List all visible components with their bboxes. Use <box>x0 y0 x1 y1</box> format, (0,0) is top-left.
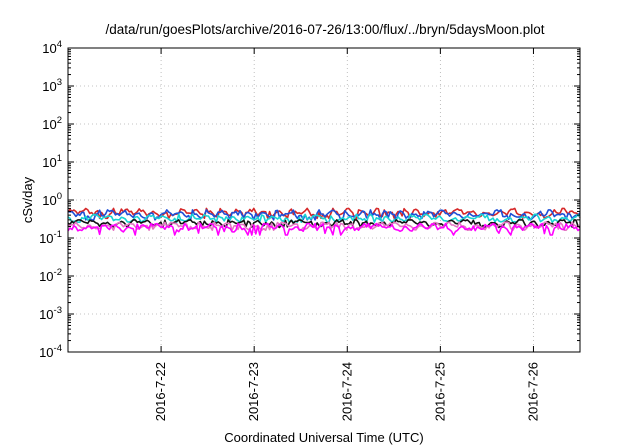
y-tick-base: 10 <box>42 41 56 56</box>
y-tick-exponent: 1 <box>57 153 62 164</box>
series-magenta <box>67 222 581 236</box>
y-tick-exponent: 2 <box>57 115 62 126</box>
y-tick-label-7: 103 <box>42 77 62 94</box>
series-cyan <box>67 213 581 223</box>
y-tick-exponent: 0 <box>57 191 62 202</box>
y-tick-label-6: 102 <box>42 115 62 132</box>
x-axis: 2016-7-22 2016-7-23 2016-7-24 2016-7-25 2016… <box>153 48 540 421</box>
x-tick-label-0: 2016-7-22 <box>153 362 168 421</box>
y-tick-exponent: -1 <box>54 229 62 240</box>
y-axis-label: cSv/day <box>20 176 35 223</box>
y-tick-base: 10 <box>42 117 56 132</box>
y-tick-label-3: 10-1 <box>39 229 62 246</box>
y-tick-base: 10 <box>42 193 56 208</box>
y-tick-exponent: 3 <box>57 77 62 88</box>
x-tick-label-4: 2016-7-26 <box>525 362 540 421</box>
grid <box>68 48 580 352</box>
y-tick-label-0: 10-4 <box>39 343 62 360</box>
y-tick-exponent: -3 <box>54 305 62 316</box>
series-layer <box>67 207 581 236</box>
y-tick-base: 10 <box>39 307 53 322</box>
y-tick-label-4: 100 <box>42 191 62 208</box>
y-tick-exponent: -4 <box>54 343 62 354</box>
y-tick-label-1: 10-3 <box>39 305 62 322</box>
y-tick-base: 10 <box>42 155 56 170</box>
y-tick-base: 10 <box>39 269 53 284</box>
y-tick-label-8: 104 <box>42 39 62 56</box>
x-tick-label-2: 2016-7-24 <box>339 362 354 421</box>
y-tick-base: 10 <box>42 79 56 94</box>
x-tick-label-3: 2016-7-25 <box>432 362 447 421</box>
y-tick-base: 10 <box>39 345 53 360</box>
y-tick-label-2: 10-2 <box>39 267 62 284</box>
chart-title: /data/run/goesPlots/archive/2016-07-26/1… <box>105 22 544 37</box>
y-tick-base: 10 <box>39 231 53 246</box>
x-tick-label-1: 2016-7-23 <box>246 362 261 421</box>
x-axis-label: Coordinated Universal Time (UTC) <box>224 430 423 445</box>
y-tick-exponent: 4 <box>57 39 62 50</box>
series-blue <box>67 209 581 221</box>
y-tick-exponent: -2 <box>54 267 62 278</box>
y-tick-label-5: 101 <box>42 153 62 170</box>
